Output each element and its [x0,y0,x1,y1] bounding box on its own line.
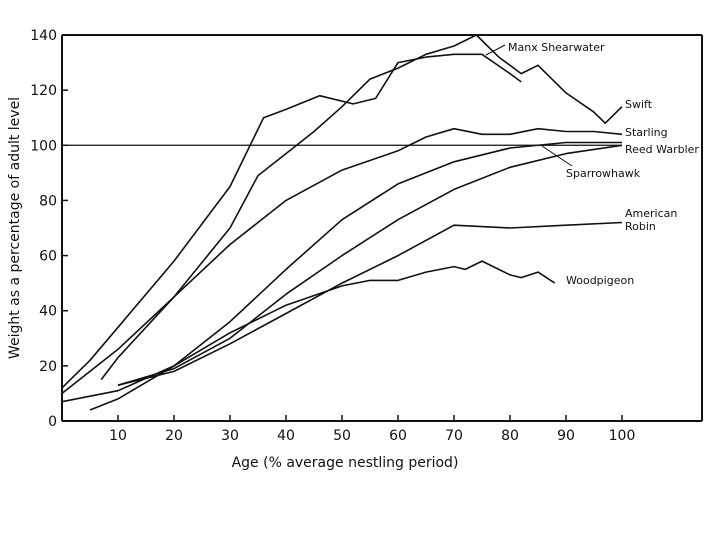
label-leader-line [541,145,573,167]
x-tick-label: 70 [445,428,463,444]
y-tick-label: 140 [30,28,57,44]
y-tick-label: 80 [39,193,57,209]
axes [61,34,703,422]
x-tick-label: 10 [109,428,127,444]
x-tick-label: 40 [277,428,295,444]
series-label-starling: Starling [625,126,668,139]
series-line-sparrowhawk [117,144,623,386]
series-label-woodpigeon: Woodpigeon [566,274,634,287]
label-leader-line [485,44,506,56]
series-line-american-robin [117,221,623,386]
series-label-manx-shearwater: Manx Shearwater [508,41,605,54]
x-tick-label: 30 [221,428,239,444]
x-axis-title: Age (% average nestling period) [232,455,459,471]
series-label-sparrowhawk: Sparrowhawk [566,167,641,180]
series-line-starling [61,127,623,395]
series-labels: Manx Shearwater Swift Starling Reed Warbler… [485,41,699,287]
series-line-woodpigeon [61,260,556,403]
y-tick-label: 120 [30,83,57,99]
series-label-american-robin: American [625,207,677,220]
x-tick-label: 60 [389,428,407,444]
y-tick-label: 60 [39,249,57,265]
series-line-swift [100,34,623,381]
y-tick-label: 0 [48,414,57,430]
x-tick-label: 100 [609,428,636,444]
x-tick-label: 90 [557,428,575,444]
series-line-reed-warbler [89,141,622,411]
x-tick-label: 20 [165,428,183,444]
y-axis-title: Weight as a percentage of adult level [7,97,23,359]
x-tick-label: 80 [501,428,519,444]
y-tick-label: 40 [39,304,57,320]
y-tick-label: 20 [39,359,57,375]
series-label-reed-warbler: Reed Warbler [625,143,699,156]
series-label-swift: Swift [625,98,653,111]
y-tick-label: 100 [30,138,57,154]
x-tick-label: 50 [333,428,351,444]
series-label-american-robin: Robin [625,220,656,233]
series-line-manx-shearwater [61,53,522,389]
ticks: 0 20 40 60 80 100 120 140 10 20 30 40 50 60 70 80 90 100 [30,28,635,444]
series-group [61,34,623,411]
